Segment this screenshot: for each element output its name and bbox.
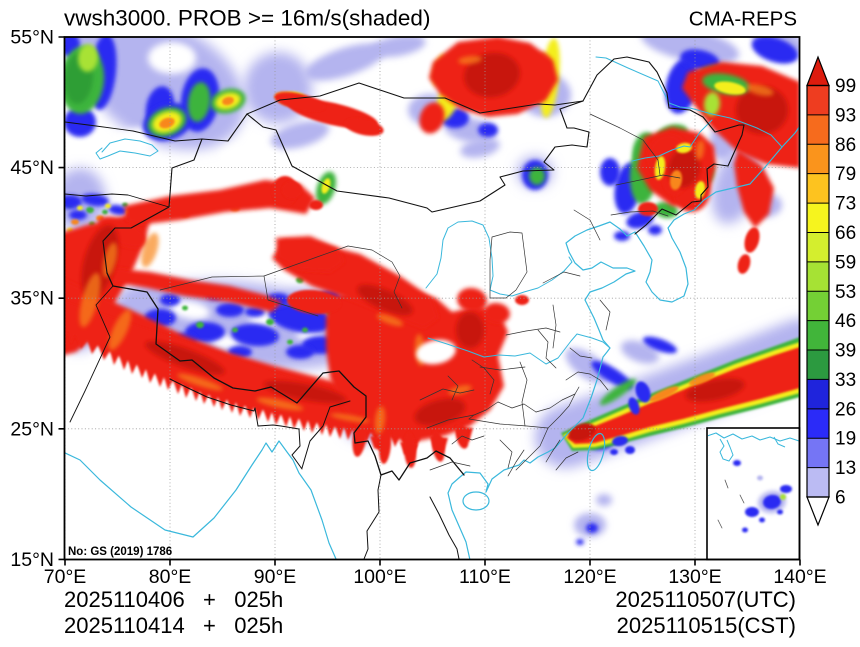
svg-text:55°N: 55°N [10, 27, 54, 49]
svg-text:39: 39 [835, 341, 856, 362]
svg-text:80°E: 80°E [149, 566, 192, 588]
svg-text:2025110406 + 025h: 2025110406 + 025h [64, 587, 283, 612]
svg-text:25°N: 25°N [10, 418, 54, 440]
svg-text:46: 46 [835, 311, 856, 332]
svg-text:120°E: 120°E [563, 566, 616, 588]
svg-text:86: 86 [835, 135, 856, 156]
svg-text:26: 26 [835, 399, 856, 420]
svg-text:59: 59 [835, 252, 856, 273]
svg-text:45°N: 45°N [10, 157, 54, 179]
svg-text:19: 19 [835, 429, 856, 450]
svg-text:No: GS (2019) 1786: No: GS (2019) 1786 [68, 546, 172, 558]
svg-text:2025110414 + 025h: 2025110414 + 025h [64, 613, 283, 638]
svg-text:99: 99 [835, 76, 856, 97]
svg-text:2025110507(UTC): 2025110507(UTC) [615, 587, 796, 612]
svg-text:53: 53 [835, 282, 856, 303]
svg-text:2025110515(CST): 2025110515(CST) [617, 613, 796, 638]
svg-text:130°E: 130°E [668, 566, 721, 588]
svg-text:90°E: 90°E [254, 566, 297, 588]
svg-text:79: 79 [835, 164, 856, 185]
svg-text:93: 93 [835, 105, 856, 126]
svg-text:73: 73 [835, 194, 856, 215]
svg-text:110°E: 110°E [459, 566, 511, 588]
svg-text:66: 66 [835, 223, 856, 244]
svg-text:35°N: 35°N [10, 288, 54, 310]
svg-text:140°E: 140°E [773, 566, 826, 588]
svg-text:13: 13 [835, 458, 856, 479]
svg-text:70°E: 70°E [44, 566, 87, 588]
svg-text:15°N: 15°N [10, 549, 54, 571]
svg-text:CMA-REPS: CMA-REPS [689, 8, 797, 31]
svg-text:6: 6 [835, 488, 846, 509]
svg-text:100°E: 100°E [353, 566, 406, 588]
svg-text:vwsh3000. PROB >= 16m/s(shaded: vwsh3000. PROB >= 16m/s(shaded) [64, 6, 430, 31]
svg-text:33: 33 [835, 370, 856, 391]
